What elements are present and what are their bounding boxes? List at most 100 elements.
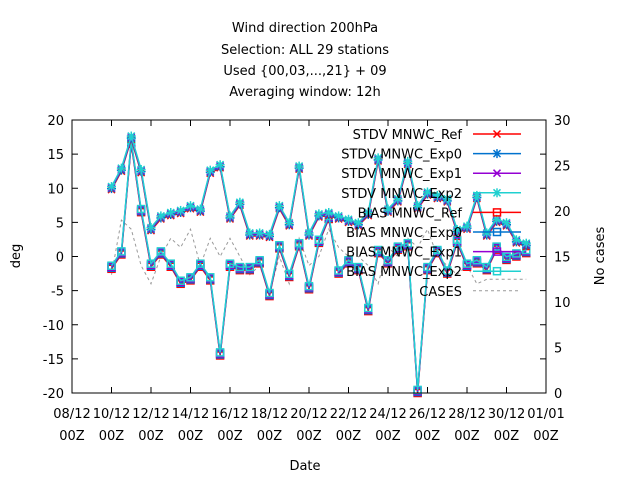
bias-point	[136, 204, 146, 214]
x-tick-date-label: 01/01	[527, 407, 564, 422]
bias-line	[110, 140, 527, 390]
legend-label: STDV MNWC_Exp1	[341, 167, 462, 182]
bias-point	[314, 235, 324, 245]
bias-point	[186, 273, 195, 282]
y-tick-label: -20	[43, 387, 64, 402]
bias-point	[245, 262, 254, 272]
bias-point	[502, 252, 511, 262]
y2-tick-label: 15	[554, 251, 571, 266]
legend-label: STDV MNWC_Exp2	[341, 187, 462, 202]
y2-tick-label: 30	[554, 114, 571, 129]
y2-tick-label: 20	[554, 205, 571, 220]
title-line-4: Averaging window: 12h	[229, 85, 381, 100]
y-tick-label: 10	[47, 182, 64, 197]
y2-tick-label: 25	[554, 160, 571, 175]
chart-title: Wind direction 200hPa Selection: ALL 29 …	[221, 21, 389, 100]
y-axis-ticks: 20 15 10 5 0 -5 -10 -15 -20	[43, 114, 546, 402]
series-bias-3	[107, 136, 531, 395]
x-tick-date-label: 30/12	[488, 407, 525, 422]
title-line-1: Wind direction 200hPa	[232, 21, 378, 36]
x-tick-date-label: 26/12	[409, 407, 446, 422]
x-tick-time-label: 00Z	[415, 429, 441, 444]
y-axis-label: deg	[9, 244, 24, 269]
legend-marker	[492, 227, 502, 237]
y2-tick-label: 10	[554, 296, 571, 311]
bias-point	[403, 238, 412, 248]
title-line-2: Selection: ALL 29 stations	[221, 43, 389, 58]
bias-point	[156, 247, 166, 256]
bias-point	[433, 245, 442, 255]
x-tick-time-label: 00Z	[296, 429, 322, 444]
y-tick-label: -10	[43, 319, 64, 334]
x-tick-date-label: 28/12	[448, 407, 485, 422]
x-tick-date-label: 10/12	[93, 407, 130, 422]
series-stdv-3	[107, 131, 531, 248]
legend-marker-stroke-b	[492, 129, 502, 139]
bias-point	[285, 269, 294, 279]
x-tick-time-label: 00Z	[494, 429, 520, 444]
bias-point	[107, 261, 116, 270]
bias-point	[235, 262, 245, 272]
legend-marker-stroke-b	[492, 169, 502, 178]
bias-point	[334, 266, 343, 275]
bias-point	[117, 247, 126, 256]
x-tick-date-label: 18/12	[251, 407, 288, 422]
x-tick-time-label: 00Z	[533, 429, 559, 444]
bias-point	[354, 262, 363, 272]
bias-point	[255, 256, 264, 265]
x-tick-date-label: 22/12	[330, 407, 367, 422]
bias-point	[265, 288, 274, 298]
bias-point	[176, 276, 185, 285]
series-layer	[107, 131, 531, 398]
x-tick-date-label: 16/12	[211, 407, 248, 422]
y-tick-label: 0	[56, 251, 64, 266]
legend-label: CASES	[419, 285, 462, 300]
y-tick-label: -5	[51, 285, 64, 300]
cases-line	[111, 219, 527, 295]
bias-point	[196, 259, 205, 268]
bias-point	[225, 259, 235, 268]
x-tick-date-label: 14/12	[172, 407, 209, 422]
bias-point	[462, 259, 472, 268]
legend-label: STDV MNWC_Ref	[353, 128, 463, 143]
x-tick-date-label: 08/12	[53, 407, 90, 422]
legend: STDV MNWC_Ref STDV MNWC_Exp0 STDV MNWC_Exp…	[341, 128, 521, 300]
legend-marker	[492, 208, 502, 217]
x-tick-time-label: 00Z	[99, 429, 125, 444]
x-tick-date-label: 20/12	[290, 407, 327, 422]
y-tick-label: 20	[47, 114, 64, 129]
legend-label: BIAS MNWC_Exp2	[346, 265, 462, 280]
legend-label: BIAS MNWC_Ref	[358, 206, 463, 221]
x-tick-time-label: 00Z	[257, 429, 283, 444]
legend-marker	[492, 266, 502, 276]
bias-point	[215, 348, 225, 357]
bias-point	[344, 256, 353, 265]
x-axis-label: Date	[289, 459, 320, 474]
bias-point	[383, 256, 393, 265]
bias-point	[512, 249, 521, 258]
bias-point	[166, 259, 175, 268]
x-tick-time-label: 00Z	[178, 429, 204, 444]
bias-point	[146, 259, 156, 268]
cases-series	[111, 219, 527, 295]
bias-point	[443, 266, 452, 275]
bias-point	[364, 303, 373, 313]
legend-label: BIAS MNWC_Exp1	[346, 246, 462, 261]
series-stdv-1	[107, 133, 531, 250]
x-axis-ticks: 08/12 00Z 10/12 00Z 12/12 00Z 14/12 00Z 16/12 00Z…	[53, 120, 565, 444]
bias-point	[304, 281, 314, 291]
y-tick-label: 15	[47, 148, 64, 163]
bias-point	[492, 242, 501, 251]
bias-point	[452, 235, 462, 245]
x-tick-time-label: 00Z	[138, 429, 164, 444]
legend-label: BIAS MNWC_Exp0	[346, 226, 462, 241]
x-tick-time-label: 00Z	[217, 429, 243, 444]
y-tick-label: 5	[56, 216, 64, 231]
x-tick-time-label: 00Z	[59, 429, 85, 444]
title-line-3: Used {00,03,...,21} + 09	[223, 64, 386, 79]
bias-point	[206, 273, 215, 282]
x-tick-time-label: 00Z	[454, 429, 480, 444]
stdv-line	[110, 133, 527, 244]
y-tick-label: -15	[43, 353, 64, 368]
